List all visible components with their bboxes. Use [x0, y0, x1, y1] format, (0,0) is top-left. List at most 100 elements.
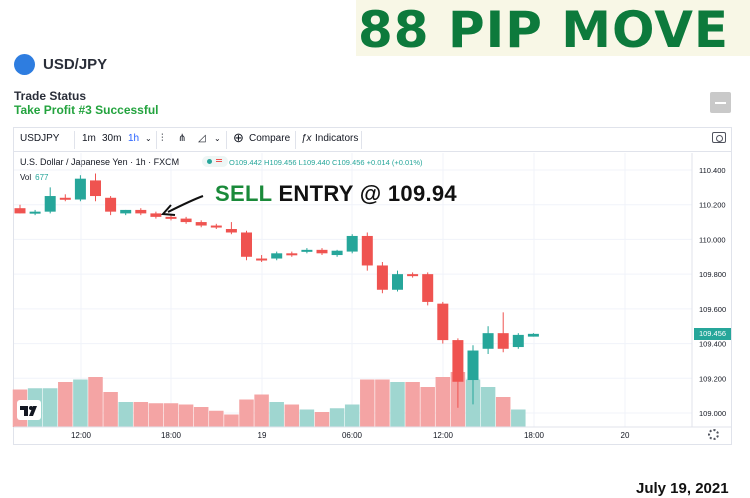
- price-axis-label: 109.000: [699, 409, 726, 418]
- candle: [527, 333, 539, 337]
- interval-1m[interactable]: 1m: [82, 133, 96, 144]
- market-status-icon: [202, 156, 228, 167]
- symbol-title: USD/JPY: [43, 56, 108, 73]
- chart-legend-ohlc: O109.442 H109.456 L109.440 C109.456 +0.0…: [229, 158, 423, 167]
- volume-bar: [163, 403, 179, 427]
- candle: [422, 274, 434, 302]
- last-price-badge: 109.456: [694, 328, 731, 340]
- price-axis-label: 109.200: [699, 374, 726, 383]
- candle: [180, 218, 192, 223]
- headline-text: 88 PIP MOVE: [358, 1, 730, 59]
- volume-bar: [42, 388, 58, 427]
- candlesticks: [14, 173, 539, 408]
- candle: [210, 225, 222, 228]
- chart-legend-title: U.S. Dollar / Japanese Yen · 1h · FXCM: [20, 157, 180, 167]
- compare-plus-icon[interactable]: ⊕: [233, 130, 244, 145]
- indicators-fx-icon[interactable]: ƒx: [301, 133, 312, 144]
- candle: [376, 265, 388, 290]
- volume-legend: Vol 677: [20, 173, 48, 182]
- volume-bar: [254, 394, 269, 427]
- volume-bar: [329, 408, 345, 427]
- price-axis-label: 110.000: [699, 235, 726, 244]
- candle: [150, 213, 162, 217]
- volume-bar: [148, 403, 164, 427]
- collapse-button[interactable]: [710, 92, 731, 113]
- interval-dropdown-icon[interactable]: ⌄: [145, 134, 152, 143]
- price-axis-label: 109.600: [699, 305, 726, 314]
- time-axis-label: 06:00: [342, 431, 363, 440]
- volume-bar: [269, 402, 284, 427]
- chart-widget: [13, 127, 732, 445]
- volume-bar: [133, 402, 149, 427]
- candle: [467, 350, 479, 381]
- camera-icon[interactable]: [712, 132, 726, 143]
- candle-style-icon[interactable]: ⫶: [161, 133, 164, 144]
- candle: [44, 196, 56, 212]
- candle: [286, 253, 298, 256]
- volume-bar: [420, 387, 435, 427]
- volume-bar: [209, 410, 224, 427]
- candle: [271, 253, 283, 259]
- volume-bar: [224, 414, 239, 427]
- toolbar-symbol[interactable]: USDJPY: [20, 133, 60, 144]
- toolbar-divider: [74, 131, 75, 149]
- candle: [59, 197, 71, 200]
- sell-entry-annotation: SELL ENTRY @ 109.94: [215, 181, 457, 207]
- volume-bar: [103, 392, 118, 427]
- chart-toolbar: USDJPY 1m 30m 1h ⌄ ⫶ ⋔ ◿ ⌄ ⊕ Compare ƒx …: [14, 128, 731, 152]
- interval-30m[interactable]: 30m: [102, 133, 122, 144]
- volume-bar: [284, 404, 300, 427]
- time-axis-label: 12:00: [71, 431, 92, 440]
- volume-value: 677: [35, 173, 49, 182]
- candle: [90, 180, 101, 197]
- headline-banner: 88 PIP MOVE: [356, 0, 750, 59]
- candle: [29, 211, 41, 214]
- time-axis-label: 18:00: [161, 431, 182, 440]
- candle: [512, 334, 524, 348]
- symbol-flag-icon: [14, 54, 35, 75]
- candle: [361, 235, 373, 266]
- candle: [437, 303, 449, 341]
- candle: [14, 208, 26, 214]
- volume-bar: [58, 382, 73, 427]
- interval-1h[interactable]: 1h: [128, 133, 140, 144]
- candle: [241, 232, 252, 257]
- candle: [392, 274, 403, 290]
- candle: [195, 222, 207, 226]
- indicator-fx-icon[interactable]: ⋔: [178, 133, 187, 144]
- volume-bar: [405, 382, 420, 427]
- volume-bar: [375, 379, 390, 427]
- price-axis-label: 110.400: [699, 166, 726, 175]
- candle: [331, 250, 343, 256]
- area-chart-icon[interactable]: ◿: [198, 133, 206, 144]
- toolbar-divider: [361, 131, 362, 149]
- indicators-button[interactable]: Indicators: [315, 133, 359, 144]
- price-axis-label: 110.200: [699, 201, 726, 210]
- volume-bar: [178, 404, 194, 427]
- volume-bar: [435, 377, 451, 427]
- volume-bar: [360, 379, 375, 427]
- time-axis-label: 19: [258, 431, 267, 440]
- volume-bar: [495, 397, 511, 427]
- trade-status-label: Trade Status: [14, 89, 87, 103]
- candle: [301, 249, 313, 252]
- time-axis-label: 20: [621, 431, 630, 440]
- price-axis-label: 109.400: [699, 340, 726, 349]
- trade-status-value: Take Profit #3 Successful: [14, 103, 159, 117]
- candle: [135, 209, 147, 214]
- volume-bar: [344, 404, 360, 427]
- compare-button[interactable]: Compare: [249, 133, 291, 144]
- chart-grid: [14, 153, 692, 427]
- volume-bar: [73, 379, 88, 427]
- candle: [407, 274, 419, 277]
- candle: [497, 333, 509, 349]
- toolbar-divider: [156, 131, 157, 149]
- sell-label: SELL: [215, 181, 273, 206]
- candle: [165, 216, 177, 219]
- gear-icon[interactable]: [708, 429, 719, 440]
- entry-arrow-icon: [160, 195, 204, 216]
- price-axis-label: 109.800: [699, 270, 726, 279]
- candle: [452, 340, 464, 382]
- chart-type-dropdown-icon[interactable]: ⌄: [214, 134, 221, 143]
